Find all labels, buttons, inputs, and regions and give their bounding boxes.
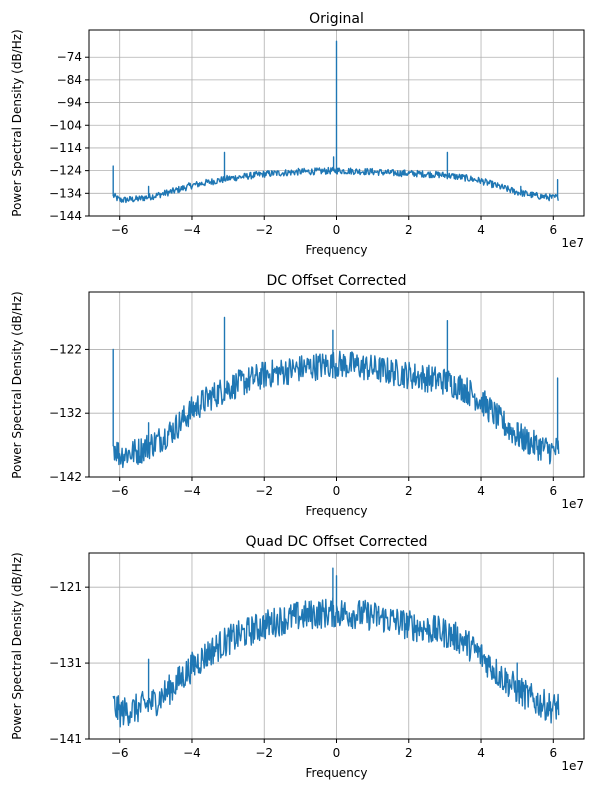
x-tick-label: 4 xyxy=(477,484,485,498)
x-tick-label: −4 xyxy=(183,746,201,760)
y-tick-label: −132 xyxy=(49,406,82,420)
y-tick-label: −74 xyxy=(57,50,82,64)
y-tick-label: −94 xyxy=(57,96,82,110)
x-tick-label: 0 xyxy=(333,223,341,237)
y-tick-label: −104 xyxy=(49,118,82,132)
x-tick-label: 6 xyxy=(549,484,557,498)
x-tick-label: −6 xyxy=(111,484,129,498)
chart-title: DC Offset Corrected xyxy=(266,273,406,289)
chart-panel-1: −6 −4 −2 0 2 4 6 −74 −84 −94 −104 −114 −124 −134 −144 O… xyxy=(10,11,585,257)
x-tick-label: −2 xyxy=(255,223,273,237)
x-axis-label: Frequency xyxy=(306,243,368,257)
chart-title: Quad DC Offset Corrected xyxy=(246,534,428,550)
x-tick-label: 2 xyxy=(405,746,413,760)
x-tick-label: 4 xyxy=(477,746,485,760)
y-tick-label: −142 xyxy=(49,470,82,484)
y-axis-label: Power Spectral Density (dB/Hz) xyxy=(10,291,24,478)
x-axis-exponent-label: 1e7 xyxy=(561,236,584,250)
x-tick-label: 2 xyxy=(405,484,413,498)
x-tick-label: −2 xyxy=(255,746,273,760)
x-tick-label: 6 xyxy=(549,746,557,760)
x-tick-label: −6 xyxy=(111,223,129,237)
psd-series-line xyxy=(112,567,560,728)
y-tick-label: −144 xyxy=(49,209,82,223)
psd-series-line xyxy=(112,316,560,469)
x-tick-label: 4 xyxy=(477,223,485,237)
x-tick-label: 6 xyxy=(549,223,557,237)
y-tick-label: −131 xyxy=(49,656,82,670)
chart-title: Original xyxy=(309,11,364,27)
y-axis-label: Power Spectral Density (dB/Hz) xyxy=(10,552,24,739)
psd-series-line xyxy=(112,40,559,204)
x-tick-label: 0 xyxy=(333,484,341,498)
x-axis-exponent-label: 1e7 xyxy=(561,497,584,511)
x-tick-label: 0 xyxy=(333,746,341,760)
y-tick-label: −141 xyxy=(49,732,82,746)
y-tick-label: −114 xyxy=(49,141,82,155)
x-tick-label: −2 xyxy=(255,484,273,498)
y-tick-label: −134 xyxy=(49,186,82,200)
y-axis-label: Power Spectral Density (dB/Hz) xyxy=(10,29,24,216)
y-tick-label: −84 xyxy=(57,73,82,87)
y-tick-label: −121 xyxy=(49,580,82,594)
y-tick-label: −124 xyxy=(49,164,82,178)
x-axis-label: Frequency xyxy=(306,504,368,518)
x-axis-exponent-label: 1e7 xyxy=(561,759,584,773)
chart-panel-2: −6 −4 −2 0 2 4 6 −122 −132 −142 DC Offset Correcte… xyxy=(10,273,585,518)
x-tick-label: −4 xyxy=(183,223,201,237)
x-tick-label: 2 xyxy=(405,223,413,237)
x-tick-label: −6 xyxy=(111,746,129,760)
y-tick-label: −122 xyxy=(49,342,82,356)
x-axis-label: Frequency xyxy=(306,766,368,780)
x-tick-label: −4 xyxy=(183,484,201,498)
chart-panel-3: −6 −4 −2 0 2 4 6 −121 −131 −141 Quad DC Offset Cor… xyxy=(10,534,585,780)
